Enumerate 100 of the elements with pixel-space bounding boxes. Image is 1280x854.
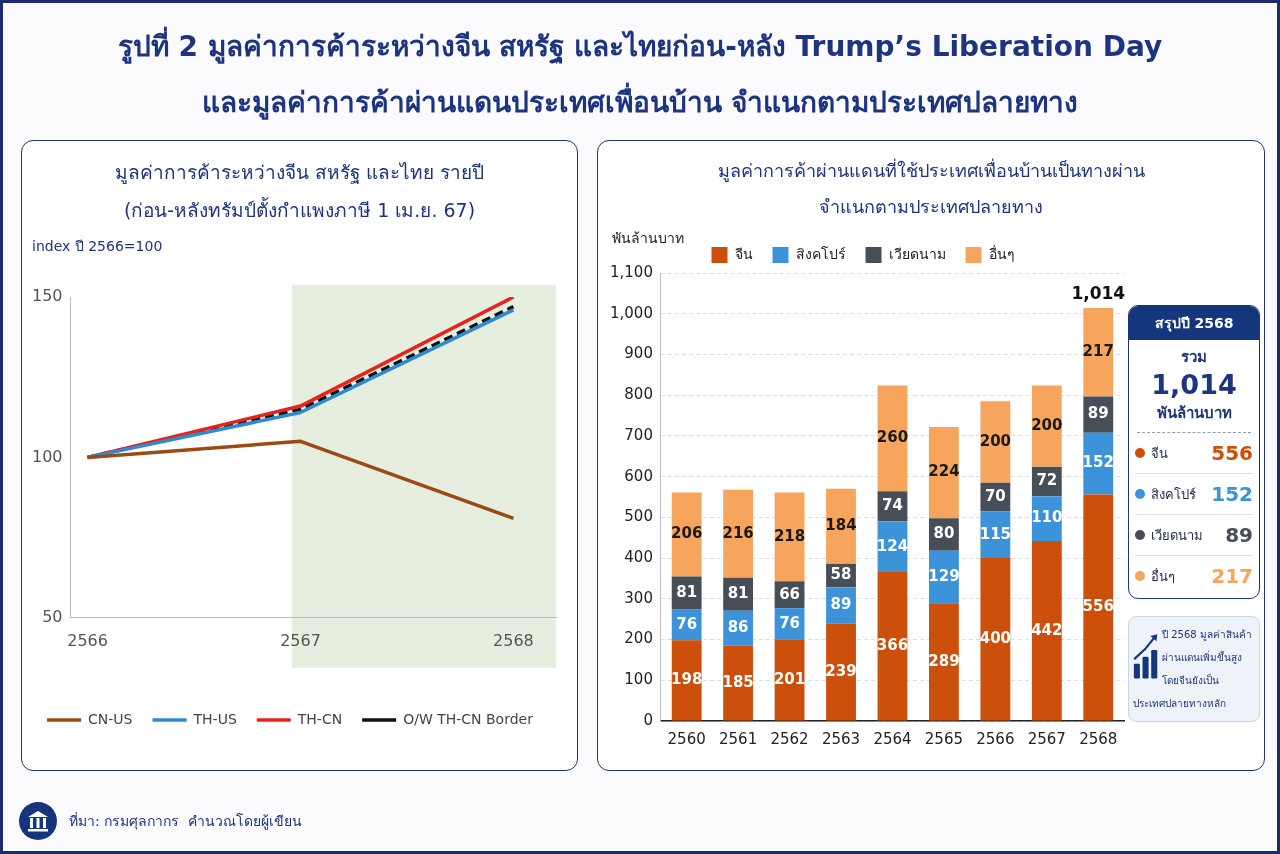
y-tick-label: 700 [624,425,653,444]
x-tick-label: 2564 [873,729,912,748]
data-label: 200 [979,431,1012,450]
data-label: 89 [1087,404,1109,423]
legend-label: TH-CN [296,710,343,727]
x-tick-label: 2568 [1079,729,1118,748]
bar [1083,494,1114,721]
y-tick-label: 1,000 [609,303,653,322]
y-axis-title: index ปี 2566=100 [32,237,163,256]
data-label: 152 [1082,453,1114,472]
data-label: 66 [779,584,801,603]
bar [1031,385,1062,467]
legend-label: CN-US [88,710,133,727]
x-tick-label: 2560 [667,729,706,748]
data-label: 89 [830,595,852,614]
data-label: 218 [773,526,806,545]
y-tick-label: 600 [624,466,653,485]
bar [877,571,908,721]
bar [723,645,754,721]
data-label: 110 [1031,508,1063,527]
y-tick-label: 400 [624,547,653,566]
data-label: 81 [676,582,698,601]
data-label: 442 [1031,620,1063,639]
y-tick-label: 100 [31,446,63,466]
data-label: 152 [1211,482,1253,506]
y-tick-label: 150 [31,286,63,306]
y-tick-label: 900 [624,344,653,363]
bar [826,488,856,564]
data-label: 201 [773,669,806,688]
bar [1083,308,1114,397]
legend-label: อื่นๆ [988,244,1015,262]
y-tick-label: 100 [624,670,653,689]
data-label: 115 [979,524,1012,543]
category-label: อื่นๆ [1151,567,1176,586]
y-tick-label: 500 [624,507,653,526]
x-tick-label: 2567 [1027,729,1066,748]
x-tick-label: 2566 [67,630,108,650]
data-label: 216 [722,523,754,542]
category-label: จีน [1151,444,1169,463]
data-label: 239 [825,661,857,680]
bar [929,426,959,519]
data-label: 76 [676,614,698,633]
data-label: 260 [876,428,909,447]
x-tick-label: 2561 [719,729,758,748]
bar [980,401,1011,483]
data-label: 76 [779,613,801,632]
bar [826,623,856,721]
x-tick-label: 2566 [976,729,1015,748]
data-label: 58 [830,565,852,584]
data-label: 74 [882,496,903,515]
text: ที่มา: กรมศุลกากร คำนวณโดยผู้เขียน [69,811,303,832]
legend-label: จีน [734,245,753,262]
total-label: 1,014 [1071,282,1126,303]
y-tick-label: 800 [624,385,653,404]
x-tick-label: 2563 [821,729,861,748]
bar [980,558,1011,721]
data-label: 289 [928,651,960,670]
data-label: 206 [671,524,703,543]
y-axis-title: พันล้านบาท [612,229,684,248]
data-label: 81 [727,584,749,603]
bar [929,603,959,721]
y-tick-label: 200 [624,629,653,648]
data-label: 217 [1211,564,1253,588]
data-label: 200 [1031,416,1063,435]
y-tick-label: 300 [624,588,653,607]
data-label: 80 [933,524,955,543]
chart-title: มูลค่าการค้าผ่านแดนที่ใช้ประเทศเพื่อนบ้านเป็นทางผ่าน จำแนกตามประเทศปลายทาง [716,157,1146,219]
data-label: 70 [984,486,1006,505]
data-label: 86 [727,618,749,637]
category-label: เวียดนาม [1151,526,1204,545]
legend-label: สิงคโปร์ [795,245,846,262]
summary-card: สรุปปี 2568 รวม 1,014 พันล้านบาท จีน 556 สิงคโปร์ 152 เวียดนาม 89 อื่นๆ 217 [1128,305,1260,599]
legend-label: O/W TH-CN Border [403,710,534,727]
x-tick-label: 2567 [280,630,321,650]
legend-label: TH-US [192,710,237,727]
x-tick-label: 2568 [493,630,534,650]
legend-label: เวียดนาม [888,245,946,262]
text: รูปที่ 2 มูลค่าการค้าระหว่างจีน สหรัฐ และไทยก่อน-หลัง Trump’s Liberation Day และมูลค่าการค้าผ่านแดนประเทศเพื่อนบ้าน จำแนกตามประเทศปลายทาง [116,25,1164,122]
data-label: 556 [1211,441,1253,465]
data-label: 198 [671,670,703,689]
y-tick-label: 50 [42,606,63,626]
x-tick-label: 2565 [924,729,964,748]
category-label: สิงคโปร์ [1151,485,1197,504]
bar [723,489,754,578]
y-tick-label: 0 [643,710,653,729]
data-label: 224 [928,462,960,481]
data-label: 72 [1036,471,1058,490]
card-header: สรุปปี 2568 [1129,306,1259,340]
x-tick-label: 2562 [770,729,809,748]
data-label: 89 [1225,523,1253,547]
chart-title: มูลค่าการค้าระหว่างจีน สหรัฐ และไทย รายปี (ก่อน-หลังทรัมป์ตั้งกำแพงภาษี 1 เม.ย. 67) [113,160,486,223]
bar [671,640,702,721]
data-label: 129 [928,566,960,585]
data-label: 556 [1082,597,1114,616]
note-box: ปี 2568 มูลค่าสินค้า ผ่านแดนเพิ่มขึ้นสูง โดยจีนยังเป็น ประเทศปลายทางหลัก [1128,616,1260,722]
bar [1031,540,1062,721]
data-label: 217 [1082,342,1114,361]
y-tick-label: 1,100 [609,262,653,281]
data-label: 184 [825,516,857,535]
data-label: 185 [722,672,754,691]
